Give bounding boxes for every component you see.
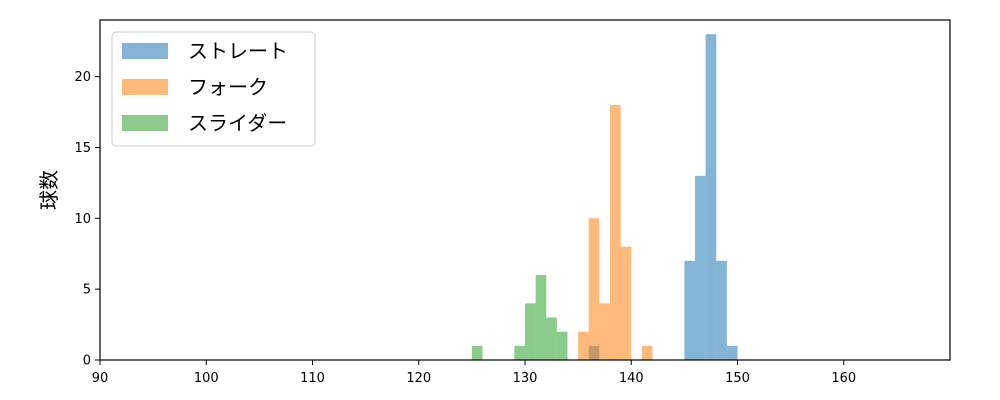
x-tick-label: 120 [406, 371, 431, 386]
histogram-bar [726, 345, 738, 360]
y-tick-label: 20 [74, 70, 91, 85]
y-axis-label: 球数 [37, 170, 61, 210]
histogram-bar [620, 246, 632, 360]
histogram-bar [514, 345, 526, 360]
legend-label: ストレート [188, 39, 288, 63]
x-tick-label: 110 [300, 371, 325, 386]
histogram-bar [695, 175, 706, 360]
y-tick-label: 5 [83, 283, 91, 298]
histogram-bar [525, 303, 536, 360]
y-axis: 0 5 10 15 20 [74, 70, 100, 369]
histogram-bar [705, 34, 717, 361]
histogram-bar [546, 317, 557, 360]
legend-label: フォーク [188, 75, 268, 99]
y-tick-label: 10 [74, 212, 91, 227]
histogram-bar [684, 260, 696, 360]
x-tick-label: 130 [513, 371, 538, 386]
histogram-bar [610, 105, 621, 360]
legend-label: スライダー [188, 111, 287, 135]
legend-swatch [122, 115, 168, 131]
histogram-bar [471, 345, 483, 360]
histogram-bar [535, 275, 547, 360]
histogram-bar [599, 303, 611, 360]
histogram-bar [578, 331, 589, 360]
histogram-bar [641, 345, 653, 360]
x-tick-label: 150 [725, 371, 750, 386]
x-tick-label: 140 [619, 371, 644, 386]
x-tick-label: 160 [831, 371, 856, 386]
x-tick-label: 90 [92, 371, 109, 386]
histogram-bar [588, 218, 600, 360]
histogram-bar [556, 331, 568, 360]
x-tick-label: 100 [194, 371, 219, 386]
legend-swatch [122, 79, 168, 95]
y-tick-label: 15 [74, 141, 91, 156]
y-tick-label: 0 [83, 354, 91, 369]
histogram-bar [716, 260, 727, 360]
legend-swatch [122, 43, 168, 59]
bars-layer [471, 34, 738, 361]
x-axis: 90 100 110 120 130 140 150 160 [92, 360, 856, 386]
